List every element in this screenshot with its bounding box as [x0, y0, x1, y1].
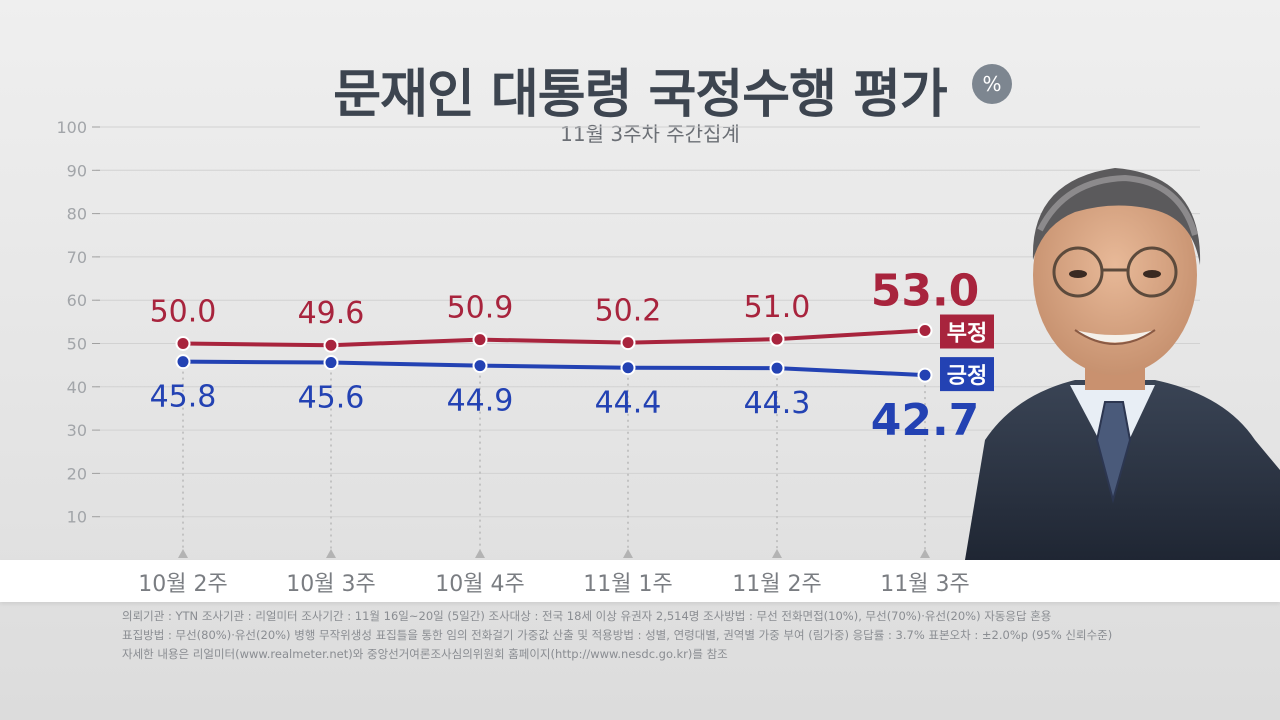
- x-tick-marker: [475, 549, 485, 558]
- x-tick-marker: [326, 549, 336, 558]
- footer-line-1: 의뢰기관 : YTN 조사기관 : 리얼미터 조사기간 : 11월 16일~20…: [122, 609, 1052, 623]
- x-axis-band: [0, 560, 1280, 602]
- x-tick-label: 11월 2주: [732, 572, 822, 597]
- y-tick-label: 70: [67, 248, 87, 267]
- y-tick-label: 40: [67, 378, 87, 397]
- y-tick-label: 30: [67, 421, 87, 440]
- y-tick-label: 80: [67, 205, 87, 224]
- footer-line-3: 자세한 내용은 리얼미터(www.realmeter.net)와 중앙선거여론조…: [122, 647, 728, 661]
- y-tick-label: 90: [67, 161, 87, 180]
- chart-subtitle: 11월 3주차 주간집계: [560, 122, 740, 146]
- y-tick-label: 100: [56, 118, 87, 137]
- data-label-positive: 44.4: [595, 386, 662, 421]
- x-tick-marker: [920, 549, 930, 558]
- y-tick-label: 60: [67, 291, 87, 310]
- x-tick-label: 10월 4주: [435, 572, 525, 597]
- y-tick-label: 20: [67, 464, 87, 483]
- legend-negative-label: 부정: [947, 322, 987, 347]
- data-point-positive: [917, 367, 933, 383]
- data-label-negative: 49.6: [298, 296, 365, 331]
- x-tick-label: 10월 2주: [138, 572, 228, 597]
- data-point-positive: [620, 360, 636, 376]
- unit-badge: %: [972, 64, 1012, 104]
- series-line-negative: [182, 328, 926, 348]
- x-tick-marker: [178, 549, 188, 558]
- data-point-negative: [175, 336, 191, 351]
- data-point-negative: [769, 331, 785, 347]
- data-label-negative: 53.0: [871, 266, 980, 317]
- data-label-positive: 44.9: [447, 384, 514, 419]
- data-label-negative: 50.2: [595, 294, 662, 329]
- data-point-negative: [917, 323, 933, 339]
- data-point-positive: [175, 354, 191, 370]
- data-label-positive: 44.3: [744, 386, 811, 421]
- data-point-negative: [620, 335, 636, 351]
- x-tick-label: 10월 3주: [286, 572, 376, 597]
- chart-title: 문재인 대통령 국정수행 평가: [333, 65, 947, 125]
- data-point-negative: [472, 332, 488, 348]
- footer-line-2: 표집방법 : 무선(80%)·유선(20%) 병행 무작위생성 표집틀을 통한 …: [122, 628, 1113, 642]
- legend-positive-box: [940, 357, 994, 392]
- data-label-positive: 42.7: [871, 395, 980, 446]
- series-line-positive: [182, 359, 926, 378]
- x-tick-label: 11월 1주: [583, 572, 673, 597]
- data-label-negative: 50.0: [150, 295, 217, 330]
- data-label-negative: 50.9: [447, 291, 514, 326]
- legend-negative-box: [940, 314, 994, 349]
- y-tick-label: 10: [67, 508, 87, 527]
- data-label-positive: 45.8: [150, 380, 217, 415]
- data-point-negative: [323, 337, 339, 353]
- legend-positive-label: 긍정: [947, 364, 987, 389]
- data-label-positive: 45.6: [298, 381, 365, 416]
- y-tick-label: 50: [67, 335, 87, 354]
- x-tick-label: 11월 3주: [880, 572, 970, 597]
- data-point-positive: [769, 360, 785, 376]
- data-point-positive: [323, 355, 339, 371]
- data-point-positive: [472, 358, 488, 374]
- x-tick-marker: [772, 549, 782, 558]
- x-tick-marker: [623, 549, 633, 558]
- data-label-negative: 51.0: [744, 290, 811, 325]
- president-portrait: [955, 140, 1280, 560]
